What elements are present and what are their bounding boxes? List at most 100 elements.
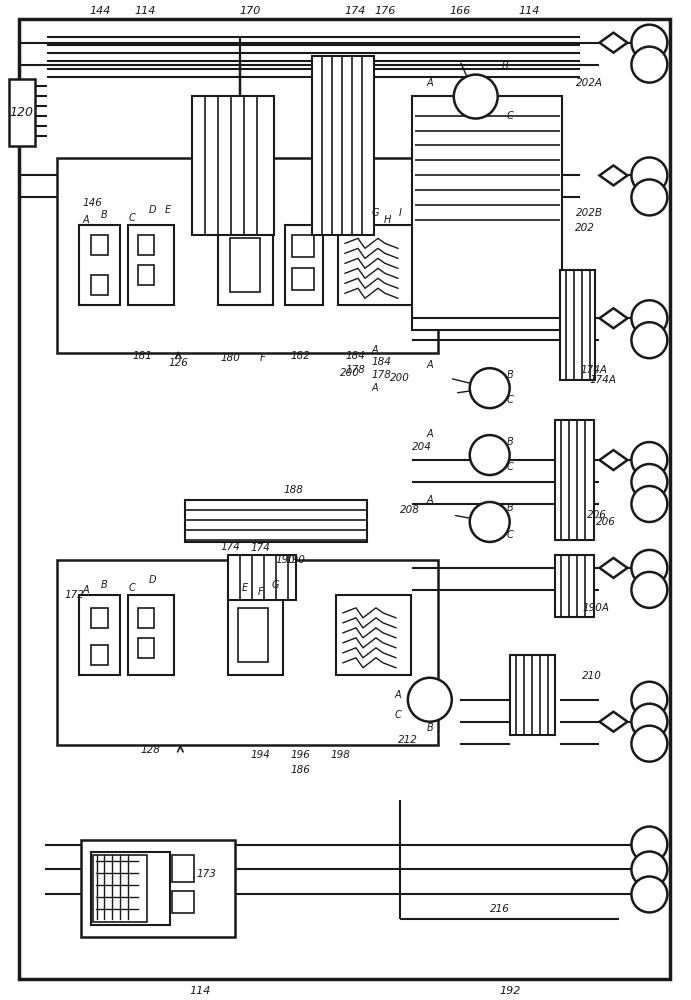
Bar	[228, 595, 283, 675]
Polygon shape	[600, 165, 627, 185]
Bar	[91, 275, 108, 295]
Text: 166: 166	[449, 6, 471, 16]
Text: C: C	[129, 583, 135, 593]
Bar	[57, 158, 438, 353]
Text: 190: 190	[285, 555, 305, 565]
Circle shape	[632, 486, 668, 522]
Bar	[336, 595, 411, 675]
Text: B: B	[507, 370, 513, 380]
Text: 180: 180	[220, 353, 240, 363]
Text: D: D	[149, 575, 156, 585]
Text: 184: 184	[345, 351, 365, 361]
Text: 174: 174	[344, 6, 366, 16]
Bar	[91, 235, 108, 255]
Text: 198: 198	[330, 750, 350, 760]
Bar	[138, 265, 154, 285]
Text: C: C	[507, 395, 513, 405]
Circle shape	[632, 179, 668, 215]
Text: 190A: 190A	[583, 603, 610, 613]
Text: 174: 174	[250, 543, 270, 553]
Bar	[338, 225, 413, 305]
Text: 188: 188	[283, 485, 303, 495]
Text: C: C	[395, 710, 401, 720]
Circle shape	[632, 726, 668, 762]
Text: 202B: 202B	[576, 208, 603, 218]
Text: E: E	[242, 583, 248, 593]
Text: 174A: 174A	[589, 375, 616, 385]
Text: 173: 173	[196, 869, 216, 879]
Text: 114: 114	[519, 6, 540, 16]
Polygon shape	[600, 712, 627, 732]
Text: 194: 194	[250, 750, 270, 760]
Text: 182: 182	[290, 351, 310, 361]
Circle shape	[408, 678, 452, 722]
Text: B: B	[507, 437, 513, 447]
Bar	[555, 420, 594, 540]
Bar	[129, 225, 174, 305]
Text: T: T	[646, 889, 653, 899]
Text: A: A	[426, 495, 433, 505]
Bar	[192, 96, 274, 235]
Text: A: A	[395, 690, 401, 700]
Text: A: A	[82, 585, 89, 595]
Circle shape	[632, 852, 668, 887]
Text: 128: 128	[140, 745, 160, 755]
Text: 114: 114	[189, 986, 211, 996]
Polygon shape	[600, 558, 627, 578]
Text: 212: 212	[398, 735, 418, 745]
Text: L: L	[646, 499, 652, 509]
Text: 174A: 174A	[581, 365, 608, 375]
Text: 204: 204	[412, 442, 432, 452]
Text: F: F	[646, 170, 652, 180]
Circle shape	[632, 300, 668, 336]
Text: B: B	[507, 503, 513, 513]
Bar	[238, 608, 268, 662]
Text: 174: 174	[220, 542, 240, 552]
Text: C: C	[507, 111, 513, 121]
Bar	[285, 225, 323, 305]
Text: C: C	[507, 530, 513, 540]
Polygon shape	[600, 33, 627, 53]
Text: C: C	[507, 462, 513, 472]
Text: 196: 196	[290, 750, 310, 760]
Polygon shape	[600, 450, 627, 470]
Bar	[79, 595, 120, 675]
Circle shape	[632, 827, 668, 862]
Text: A: A	[426, 429, 433, 439]
Text: C: C	[129, 213, 135, 223]
Bar	[9, 79, 35, 146]
Text: G: G	[371, 208, 379, 218]
Text: 146: 146	[82, 198, 102, 208]
Bar	[138, 608, 154, 628]
Bar	[560, 270, 596, 380]
Text: E: E	[164, 205, 171, 215]
Bar	[292, 235, 314, 257]
Text: G: G	[645, 192, 654, 202]
Text: G: G	[272, 580, 279, 590]
Bar	[555, 555, 594, 617]
Text: 120: 120	[10, 106, 34, 119]
Text: F: F	[261, 353, 266, 363]
Text: 126: 126	[169, 358, 188, 368]
Polygon shape	[600, 308, 627, 328]
Bar	[91, 645, 108, 665]
Bar	[218, 225, 273, 305]
Text: B: B	[100, 210, 107, 220]
Text: D: D	[149, 205, 156, 215]
Text: S: S	[646, 864, 653, 874]
Text: K: K	[646, 477, 653, 487]
Circle shape	[454, 75, 498, 119]
Circle shape	[632, 572, 668, 608]
Text: 184: 184	[372, 357, 392, 367]
Text: B: B	[501, 61, 508, 71]
Text: A: A	[82, 215, 89, 225]
Text: A: A	[426, 78, 433, 88]
Text: 206: 206	[596, 517, 616, 527]
Text: 192: 192	[499, 986, 520, 996]
Text: J: J	[647, 455, 651, 465]
Bar	[138, 235, 154, 255]
Bar	[510, 655, 555, 735]
Text: O: O	[645, 695, 654, 705]
Text: 200: 200	[390, 373, 410, 383]
Text: 114: 114	[135, 6, 156, 16]
